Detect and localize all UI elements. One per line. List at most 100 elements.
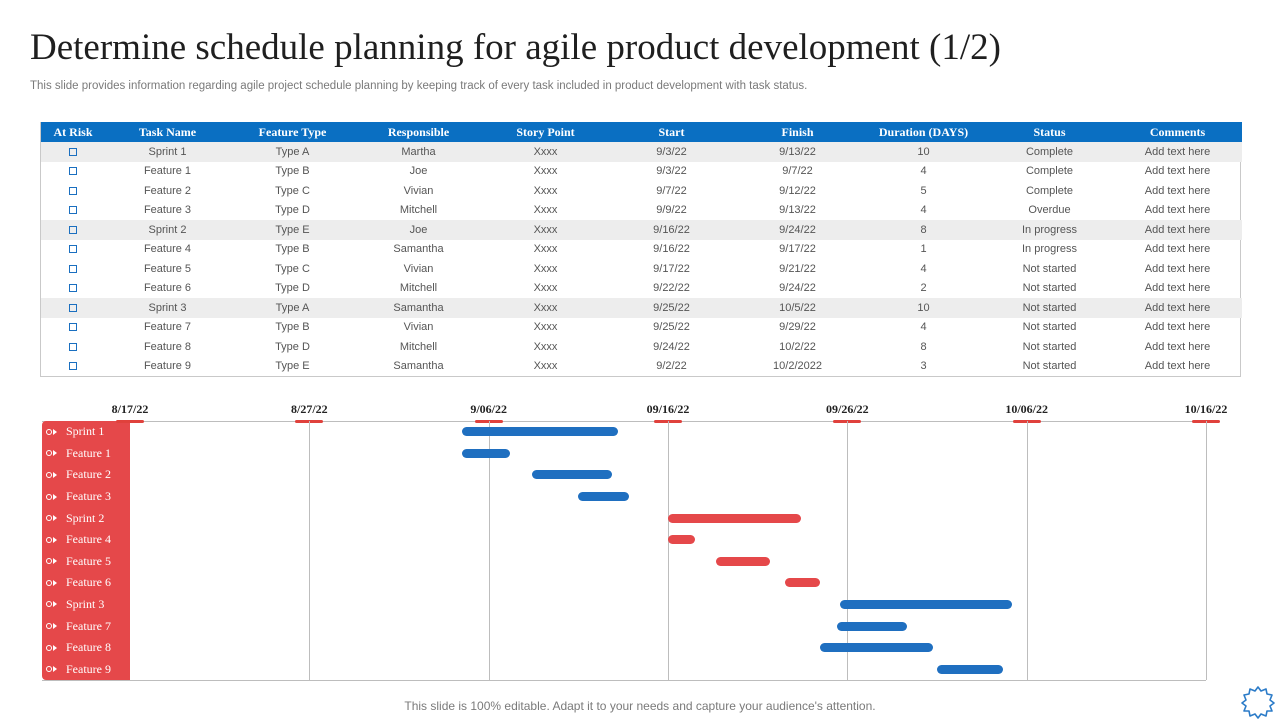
- status-cell: Not started: [1022, 301, 1077, 314]
- finish-cell: 9/24/22: [779, 282, 816, 295]
- column-header: Finish: [781, 124, 814, 139]
- circle-icon: [46, 471, 52, 478]
- start-cell: 9/16/22: [653, 243, 690, 256]
- finish-cell: 10/2/22: [779, 340, 816, 353]
- task-name-cell: Feature 7: [143, 321, 192, 334]
- at-risk-cell: [41, 201, 105, 221]
- status-cell: Complete: [1025, 165, 1074, 178]
- at-risk-cell: [41, 142, 105, 162]
- responsible-cell: Joe: [409, 223, 428, 236]
- table-row: Feature 9 Type E Samantha Xxxx 9/2/22 10/2/20…: [41, 357, 1242, 377]
- gantt-row-label: Feature 7: [42, 616, 130, 636]
- column-header: Responsible: [387, 124, 450, 139]
- schedule-table: At Risk Task Name Feature Type Responsible S…: [40, 122, 1242, 377]
- gantt-row-label: Feature 1: [42, 443, 130, 463]
- feature-type-cell: Type A: [275, 301, 310, 314]
- at-risk-checkbox[interactable]: [69, 186, 77, 195]
- responsible-cell: Mitchell: [399, 340, 438, 353]
- task-name-cell: Feature 8: [143, 340, 192, 353]
- finish-cell: 10/2/2022: [773, 360, 822, 373]
- feature-type-cell: Type B: [275, 243, 310, 256]
- circle-icon: [46, 623, 52, 630]
- gridline: [488, 421, 490, 680]
- at-risk-checkbox[interactable]: [69, 147, 77, 156]
- at-risk-cell: [41, 240, 105, 260]
- task-name-cell: Feature 9: [143, 360, 192, 373]
- gantt-row-label: Feature 5: [42, 551, 130, 571]
- arrow-right-icon: [53, 644, 57, 651]
- status-cell: Not started: [1022, 360, 1077, 373]
- at-risk-checkbox[interactable]: [69, 206, 77, 215]
- arrow-right-icon: [53, 666, 57, 673]
- arrow-right-icon: [53, 471, 57, 478]
- task-name-cell: Sprint 3: [148, 301, 187, 314]
- circle-icon: [46, 579, 52, 586]
- gantt-bar: [578, 492, 629, 502]
- responsible-cell: Samantha: [393, 301, 444, 314]
- status-cell: Not started: [1022, 321, 1077, 334]
- gridline: [1206, 421, 1207, 680]
- gridline: [668, 421, 669, 680]
- arrow-right-icon: [53, 428, 57, 435]
- gantt-bar: [840, 599, 1013, 609]
- at-risk-checkbox[interactable]: [69, 303, 77, 312]
- gantt-row-text: Feature 6: [66, 575, 111, 590]
- duration-cell: 4: [920, 165, 927, 178]
- gantt-row-text: Feature 8: [66, 640, 111, 655]
- responsible-cell: Vivian: [403, 184, 434, 197]
- comments-cell: Add text here: [1144, 243, 1211, 256]
- task-name-cell: Feature 1: [143, 165, 192, 178]
- story-point-cell: Xxxx: [533, 223, 558, 236]
- circle-icon: [46, 536, 52, 543]
- at-risk-checkbox[interactable]: [69, 167, 77, 176]
- gantt-row-label: Feature 6: [42, 573, 130, 593]
- at-risk-cell: [41, 337, 105, 357]
- tick-label: 9/06/22: [470, 402, 507, 416]
- duration-cell: 10: [917, 145, 930, 158]
- at-risk-checkbox[interactable]: [69, 342, 77, 351]
- story-point-cell: Xxxx: [533, 204, 558, 217]
- comments-cell: Add text here: [1144, 321, 1211, 334]
- table-row: Sprint 1 Type A Martha Xxxx 9/3/22 9/13/22 10 C…: [41, 142, 1242, 162]
- story-point-cell: Xxxx: [533, 321, 558, 334]
- at-risk-checkbox[interactable]: [69, 362, 77, 371]
- finish-cell: 10/5/22: [779, 301, 816, 314]
- duration-cell: 8: [920, 223, 927, 236]
- at-risk-cell: [41, 181, 105, 201]
- start-cell: 9/22/22: [653, 282, 690, 295]
- page-title: Determine schedule planning for agile pr…: [30, 27, 1001, 68]
- gridline: [1026, 421, 1028, 680]
- column-header: Duration (DAYS): [878, 124, 969, 139]
- comments-cell: Add text here: [1144, 262, 1211, 275]
- status-cell: In progress: [1021, 223, 1078, 236]
- arrow-right-icon: [53, 450, 57, 457]
- gantt-label-panel: Sprint 1 Feature 1 Feature 2 Feature 3 Sprin…: [42, 421, 130, 680]
- at-risk-checkbox[interactable]: [69, 225, 77, 234]
- table-row: Feature 3 Type D Mitchell Xxxx 9/9/22 9/13/22…: [41, 201, 1242, 221]
- comments-cell: Add text here: [1144, 282, 1211, 295]
- at-risk-cell: [41, 357, 105, 377]
- gantt-bar: [668, 535, 695, 545]
- gantt-row-label: Feature 3: [42, 487, 130, 507]
- start-cell: 9/2/22: [656, 360, 687, 373]
- duration-cell: 4: [920, 321, 927, 334]
- table-row: Feature 6 Type D Mitchell Xxxx 9/22/22 9/24/2…: [41, 279, 1242, 299]
- gantt-row-text: Feature 9: [66, 661, 111, 676]
- tick-label: 09/16/22: [646, 402, 690, 416]
- column-header: Story Point: [516, 124, 575, 139]
- responsible-cell: Joe: [409, 165, 428, 178]
- at-risk-checkbox[interactable]: [69, 323, 77, 332]
- at-risk-checkbox[interactable]: [69, 245, 77, 254]
- finish-cell: 9/13/22: [779, 204, 816, 217]
- at-risk-checkbox[interactable]: [69, 264, 77, 273]
- responsible-cell: Mitchell: [399, 282, 438, 295]
- start-cell: 9/9/22: [656, 204, 687, 217]
- story-point-cell: Xxxx: [533, 165, 558, 178]
- column-header: Task Name: [138, 124, 197, 139]
- gantt-row-text: Feature 4: [66, 532, 111, 547]
- at-risk-checkbox[interactable]: [69, 284, 77, 293]
- task-name-cell: Feature 2: [143, 184, 192, 197]
- story-point-cell: Xxxx: [533, 340, 558, 353]
- comments-cell: Add text here: [1144, 165, 1211, 178]
- finish-cell: 9/7/22: [782, 165, 813, 178]
